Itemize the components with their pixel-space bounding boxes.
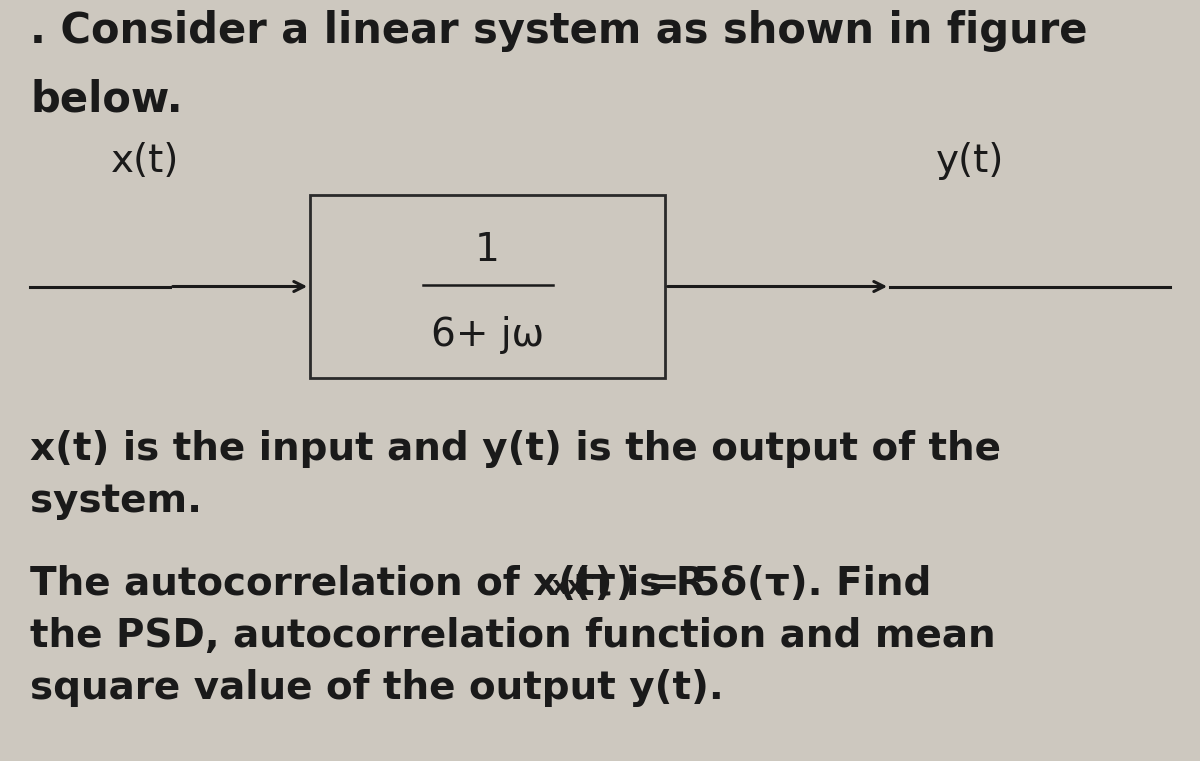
Text: 1: 1: [475, 231, 500, 269]
Text: xx: xx: [552, 575, 583, 599]
Bar: [310, 195, 665, 378]
Text: square value of the output y(t).: square value of the output y(t).: [30, 669, 724, 707]
Text: (τ) = 5δ(τ). Find: (τ) = 5δ(τ). Find: [574, 565, 931, 603]
Text: The autocorrelation of x(t) is R: The autocorrelation of x(t) is R: [30, 565, 706, 603]
Text: y(t): y(t): [936, 142, 1004, 180]
Text: 6+ jω: 6+ jω: [431, 316, 544, 354]
Text: system.: system.: [30, 482, 202, 520]
Text: below.: below.: [30, 78, 182, 120]
Text: the PSD, autocorrelation function and mean: the PSD, autocorrelation function and me…: [30, 617, 996, 655]
Text: x(t) is the input and y(t) is the output of the: x(t) is the input and y(t) is the output…: [30, 430, 1001, 468]
Text: x(t): x(t): [110, 142, 179, 180]
Text: . Consider a linear system as shown in figure: . Consider a linear system as shown in f…: [30, 10, 1087, 52]
